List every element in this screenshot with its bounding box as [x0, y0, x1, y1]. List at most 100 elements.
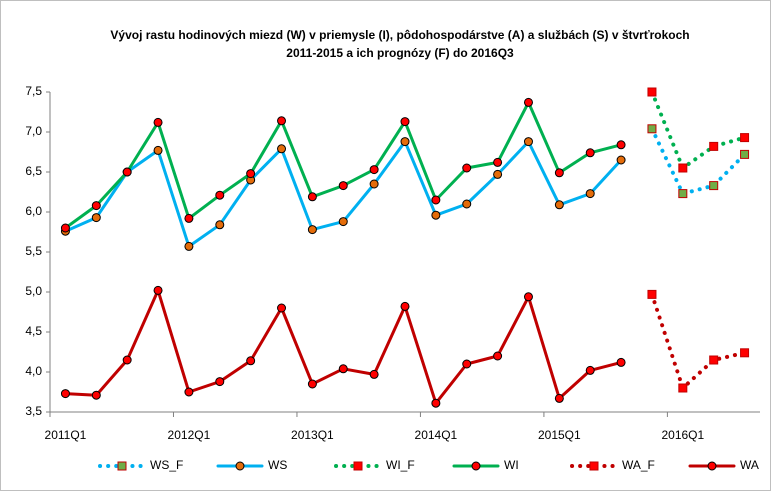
marker	[678, 189, 688, 199]
legend-marker	[589, 461, 599, 471]
marker	[400, 301, 410, 311]
legend-label: WA_F	[622, 458, 655, 472]
legend-marker	[117, 461, 127, 471]
marker	[554, 393, 564, 403]
marker	[647, 124, 657, 134]
y-tick-label: 3,5	[25, 404, 42, 418]
marker	[338, 364, 348, 374]
marker	[60, 223, 70, 233]
marker	[678, 383, 688, 393]
marker	[307, 225, 317, 235]
marker	[307, 379, 317, 389]
y-tick-label: 7,5	[25, 84, 42, 98]
series-line	[649, 90, 747, 170]
legend-marker	[471, 461, 481, 471]
y-tick-label: 4,0	[25, 364, 42, 378]
series-line	[649, 292, 747, 390]
marker	[184, 241, 194, 251]
marker	[740, 149, 750, 159]
legend-label: WI	[504, 458, 519, 472]
legend-label: WA	[740, 458, 759, 472]
marker	[431, 195, 441, 205]
marker	[431, 210, 441, 220]
marker	[369, 179, 379, 189]
marker	[740, 348, 750, 358]
legend-label: WS	[268, 458, 287, 472]
marker	[91, 390, 101, 400]
chart-title: 2011-2015 a ich prognózy (F) do 2016Q3	[286, 46, 514, 60]
marker	[647, 289, 657, 299]
marker	[493, 169, 503, 179]
x-tick-label: 2013Q1	[291, 428, 334, 442]
legend-marker	[235, 461, 245, 471]
marker	[616, 140, 626, 150]
y-tick-label: 7,0	[25, 124, 42, 138]
marker	[246, 169, 256, 179]
marker	[153, 117, 163, 127]
marker	[493, 157, 503, 167]
x-tick-label: 2012Q1	[168, 428, 211, 442]
marker	[709, 181, 719, 191]
marker	[215, 220, 225, 230]
y-tick-label: 5,5	[25, 244, 42, 258]
x-tick-label: 2015Q1	[538, 428, 581, 442]
legend-marker	[353, 461, 363, 471]
marker	[616, 155, 626, 165]
legend-label: WI_F	[386, 458, 415, 472]
marker	[647, 87, 657, 97]
marker	[462, 359, 472, 369]
y-tick-label: 4,5	[25, 324, 42, 338]
marker	[184, 213, 194, 223]
marker	[338, 181, 348, 191]
marker	[585, 148, 595, 158]
legend-marker	[707, 461, 717, 471]
marker	[709, 141, 719, 151]
marker	[523, 292, 533, 302]
marker	[338, 217, 348, 227]
series-line	[649, 126, 747, 196]
marker	[585, 189, 595, 199]
marker	[277, 116, 287, 126]
x-tick-label: 2011Q1	[45, 428, 87, 442]
marker	[122, 167, 132, 177]
marker	[585, 365, 595, 375]
marker	[369, 165, 379, 175]
marker	[462, 163, 472, 173]
marker	[277, 303, 287, 313]
marker	[523, 97, 533, 107]
chart-title: Vývoj rastu hodinových miezd (W) v priem…	[110, 28, 689, 42]
marker	[91, 213, 101, 223]
marker	[307, 192, 317, 202]
y-tick-label: 6,0	[25, 204, 42, 218]
marker	[277, 144, 287, 154]
marker	[523, 137, 533, 147]
y-tick-label: 6,5	[25, 164, 42, 178]
marker	[493, 351, 503, 361]
x-tick-label: 2014Q1	[415, 428, 458, 442]
x-tick-label: 2016Q1	[661, 428, 704, 442]
marker	[215, 190, 225, 200]
marker	[462, 199, 472, 209]
marker	[554, 200, 564, 210]
marker	[153, 145, 163, 155]
marker	[616, 357, 626, 367]
legend-label: WS_F	[150, 458, 183, 472]
marker	[400, 137, 410, 147]
y-tick-label: 5,0	[25, 284, 42, 298]
marker	[122, 355, 132, 365]
marker	[400, 117, 410, 127]
marker	[215, 377, 225, 387]
marker	[91, 201, 101, 211]
marker	[153, 285, 163, 295]
marker	[709, 355, 719, 365]
marker	[369, 369, 379, 379]
marker	[431, 398, 441, 408]
marker	[60, 389, 70, 399]
marker	[246, 356, 256, 366]
marker	[554, 168, 564, 178]
marker	[740, 133, 750, 143]
marker	[678, 163, 688, 173]
marker	[184, 387, 194, 397]
